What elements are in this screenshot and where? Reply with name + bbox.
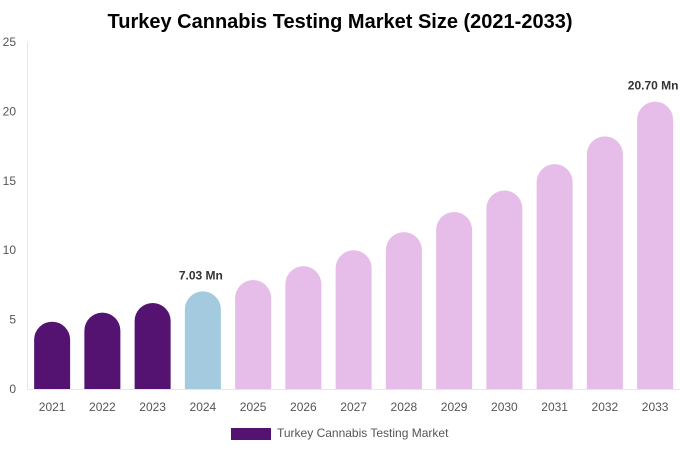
bar-2022[interactable] xyxy=(84,312,121,389)
bar-2027[interactable] xyxy=(335,250,372,389)
legend-swatch xyxy=(231,428,271,440)
y-tick-label: 5 xyxy=(9,313,16,327)
x-tick-label: 2029 xyxy=(441,400,468,414)
bar-2032[interactable] xyxy=(586,136,623,389)
bar-2026[interactable] xyxy=(285,266,322,389)
bar-2025[interactable] xyxy=(235,280,272,389)
data-label: 7.03 Mn xyxy=(179,268,223,282)
legend-label[interactable]: Turkey Cannabis Testing Market xyxy=(277,426,449,440)
x-tick-label: 2033 xyxy=(642,400,669,414)
x-tick-label: 2030 xyxy=(491,400,518,414)
x-tick-label: 2025 xyxy=(240,400,267,414)
bar-2021[interactable] xyxy=(34,321,71,389)
bar-2023[interactable] xyxy=(134,302,171,389)
x-tick-label: 2032 xyxy=(592,400,619,414)
data-label: 20.70 Mn xyxy=(628,79,679,93)
y-tick-label: 10 xyxy=(3,243,17,257)
y-tick-label: 0 xyxy=(9,382,16,396)
x-tick-label: 2023 xyxy=(139,400,166,414)
bar-2028[interactable] xyxy=(385,232,422,389)
x-tick-label: 2028 xyxy=(391,400,418,414)
x-tick-label: 2022 xyxy=(89,400,116,414)
bar-2029[interactable] xyxy=(436,212,473,389)
x-tick-label: 2026 xyxy=(290,400,317,414)
bar-2033[interactable] xyxy=(637,101,674,389)
x-tick-label: 2027 xyxy=(340,400,367,414)
y-tick-label: 15 xyxy=(3,174,17,188)
y-tick-label: 20 xyxy=(3,104,17,118)
y-tick-label: 25 xyxy=(3,35,17,49)
bar-2024[interactable] xyxy=(184,291,221,389)
chart-title: Turkey Cannabis Testing Market Size (202… xyxy=(108,11,573,33)
bar-2031[interactable] xyxy=(536,164,573,389)
x-tick-label: 2024 xyxy=(190,400,217,414)
bar-2030[interactable] xyxy=(486,190,523,389)
x-tick-label: 2031 xyxy=(541,400,568,414)
x-tick-label: 2021 xyxy=(39,400,66,414)
